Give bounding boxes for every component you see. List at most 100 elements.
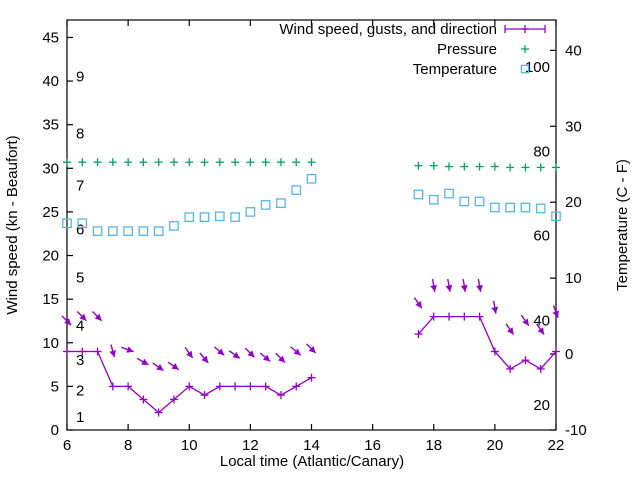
fahrenheit-label-40: 40 [533, 313, 550, 330]
y2-axis-label: Temperature (C - F) [614, 159, 631, 291]
wind-direction-arrow [61, 315, 72, 326]
wind-direction-arrow [305, 343, 317, 354]
y-axis-label: Wind speed (kn - Beaufort) [4, 135, 21, 314]
data-point [445, 162, 454, 171]
data-point [139, 158, 148, 167]
data-point [124, 382, 133, 391]
beaufort-label-8: 8 [76, 125, 84, 142]
data-point [184, 212, 195, 222]
data-point [200, 391, 209, 400]
data-point [246, 382, 255, 391]
wind-direction-arrow [275, 352, 286, 364]
wind-direction-arrow [536, 323, 545, 335]
data-point [475, 162, 484, 171]
data-point [429, 312, 438, 321]
data-point [460, 162, 469, 171]
data-point [444, 188, 454, 199]
wind-direction-arrow [445, 278, 453, 292]
data-point [520, 202, 531, 213]
data-point [429, 161, 438, 170]
wind-direction-arrow [184, 346, 194, 359]
data-point [475, 312, 484, 321]
data-point [200, 158, 209, 167]
data-point [77, 218, 88, 229]
data-point [291, 185, 302, 195]
data-point [108, 158, 117, 167]
beaufort-label-5: 5 [76, 269, 84, 286]
data-point [460, 312, 469, 321]
data-point [474, 196, 485, 207]
beaufort-label-1: 1 [76, 409, 84, 426]
data-point [307, 158, 316, 167]
data-point [292, 382, 301, 391]
y-tick-label-2: 10 [42, 335, 59, 352]
y-tick-label-8: 40 [42, 73, 59, 90]
wind-direction-arrow [152, 362, 164, 372]
data-point [521, 163, 530, 172]
x-tick-label-0: 6 [63, 437, 71, 454]
data-point [506, 364, 515, 373]
data-point [93, 347, 102, 356]
data-point [552, 163, 560, 172]
data-point [231, 382, 240, 391]
legend-sample-0 [504, 25, 546, 33]
wind-direction-arrow [199, 352, 209, 364]
beaufort-label-4: 4 [76, 317, 84, 334]
data-point [490, 202, 500, 213]
data-point [551, 211, 561, 222]
wind-direction-arrow [121, 346, 134, 353]
y2-tick-label-4: 30 [565, 118, 582, 135]
data-point [506, 163, 515, 172]
wind-direction-arrow [228, 350, 241, 359]
wind-direction-arrow [92, 311, 103, 322]
data-point [138, 226, 149, 236]
data-point [414, 161, 423, 170]
legend-label-1: Pressure [437, 41, 497, 58]
y-tick-label-4: 20 [42, 248, 59, 265]
x-tick-label-2: 10 [181, 437, 198, 454]
data-point [490, 162, 499, 171]
wind-direction-arrow [109, 344, 116, 358]
data-point [154, 158, 163, 167]
x-axis-label: Local time (Atlantic/Canary) [220, 453, 404, 470]
data-point [107, 226, 118, 236]
series-pressure [63, 158, 560, 172]
series-temperature [62, 173, 561, 236]
data-point [261, 158, 270, 167]
data-point [307, 373, 316, 382]
wind-direction-arrow [520, 314, 530, 327]
wind-direction-arrow [244, 347, 256, 358]
wind-direction-arrows [61, 278, 559, 372]
data-point [490, 347, 499, 356]
data-point [108, 382, 117, 391]
x-tick-label-6: 18 [425, 437, 442, 454]
wind-direction-arrow [460, 278, 468, 292]
y2-tick-label-3: 20 [565, 194, 582, 211]
data-point [535, 203, 546, 214]
wind-direction-arrow [76, 311, 87, 322]
data-point [169, 158, 178, 167]
wind-direction-arrow [259, 352, 271, 362]
y2-tick-label-5: 40 [565, 42, 582, 59]
x-tick-label-7: 20 [487, 437, 504, 454]
wind-direction-arrow [505, 323, 515, 335]
data-point [92, 226, 103, 236]
beaufort-label-6: 6 [76, 221, 84, 238]
data-point [276, 391, 285, 400]
data-point [445, 312, 454, 321]
y-tick-label-0: 0 [51, 422, 59, 439]
legend-label-2: Temperature [413, 61, 497, 78]
data-point [199, 212, 210, 222]
data-point [78, 347, 87, 356]
chart-legend: Wind speed, gusts, and direction Pressure… [279, 21, 546, 78]
data-point [505, 202, 516, 213]
y-tick-label-9: 45 [42, 29, 59, 46]
beaufort-scale-labels: 1 2 3 4 5 6 7 8 9 [76, 69, 84, 426]
legend-sample-1 [521, 45, 529, 53]
data-point [62, 218, 72, 229]
wind-direction-arrow [430, 278, 437, 292]
data-point [536, 364, 545, 373]
wind-direction-arrow [491, 300, 499, 314]
wind-direction-arrow [413, 297, 423, 309]
